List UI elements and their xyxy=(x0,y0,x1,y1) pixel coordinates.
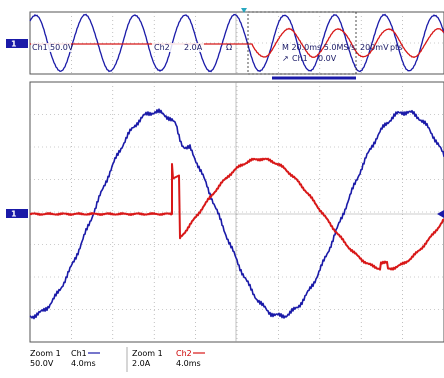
zoom2-amps: 2.0A xyxy=(132,359,151,368)
overview-readouts: Ch1 50.0V Ch2 2.0A Ω M 20.0ms 5.0MS/s 20… xyxy=(31,43,402,63)
ch-ref-label: 1 xyxy=(11,210,17,219)
overview-grid xyxy=(30,12,444,74)
zoom1-volts: 50.0V xyxy=(30,359,54,368)
trigger-level-marker[interactable] xyxy=(437,210,444,218)
zoom-ch2-trace xyxy=(29,157,444,271)
timebase-readout: M 20.0ms 5.0MS/s xyxy=(282,43,355,52)
ch1-scale: 50.0V xyxy=(50,43,74,52)
trigger-level: 0.0V xyxy=(318,54,337,63)
record-length: 200mV xyxy=(360,43,389,52)
zoom2-label: Zoom 1 xyxy=(132,349,163,358)
zoom2-ch-label: Ch2 xyxy=(176,349,192,358)
zoom1-ch-label: Ch1 xyxy=(71,349,87,358)
overview-ch1-trace xyxy=(29,13,444,73)
zoom-window-box[interactable] xyxy=(247,11,357,75)
zoom1-label: Zoom 1 xyxy=(30,349,61,358)
overview-ch2-trace xyxy=(30,27,444,59)
ch1-label: Ch1 xyxy=(32,43,48,52)
record-length-unit: pts xyxy=(390,43,402,52)
zoom1-time: 4.0ms xyxy=(71,359,96,368)
ch-ref-label: 1 xyxy=(11,40,17,49)
zoom-ch1-trace xyxy=(29,108,444,320)
ch2-scale: 2.0A xyxy=(184,43,203,52)
zoom2-time: 4.0ms xyxy=(176,359,201,368)
ch2-coupling-symbol: Ω xyxy=(226,43,232,52)
ch2-label: Ch2 xyxy=(154,43,170,52)
trigger-source: Ch1 xyxy=(292,54,308,63)
ch1-ref-marker-zoom[interactable]: 1 xyxy=(6,209,28,219)
zoom-readouts: Zoom 1 Ch1 50.0V 4.0ms Zoom 1 Ch2 2.0A 4… xyxy=(30,347,205,372)
ch1-ref-marker-overview[interactable]: 1 xyxy=(6,39,28,49)
trigger-arrow-icon: ↗ xyxy=(282,54,289,63)
trigger-position-marker[interactable] xyxy=(241,8,247,13)
zoom-grid xyxy=(30,82,444,342)
